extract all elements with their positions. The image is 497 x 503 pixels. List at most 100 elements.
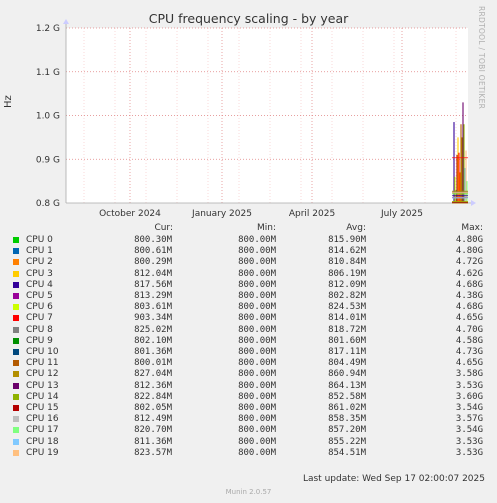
legend-min-value: 800.00M <box>238 403 276 413</box>
legend-series-name: CPU 4 <box>26 279 53 290</box>
legend-row: CPU 11 800.01M 800.00M 804.49M 4.65G <box>0 358 497 369</box>
legend-header-row: Cur: Min: Avg: Max: <box>0 223 497 234</box>
legend-row: CPU 10 801.36M 800.00M 817.11M 4.73G <box>0 347 497 358</box>
legend-cur-value: 802.10M <box>134 335 172 346</box>
x-axis-arrow <box>471 200 476 206</box>
legend-avg-value: 861.02M <box>328 403 366 413</box>
legend-avg-value: 854.51M <box>328 447 366 458</box>
legend-row: CPU 9 802.10M 800.00M 801.60M 4.58G <box>0 336 497 347</box>
chart-area: October 2024 January 2025 April 2025 July 2… <box>36 19 476 219</box>
legend-cur-value: 827.04M <box>134 369 172 380</box>
legend-min-value: 800.00M <box>238 235 276 245</box>
legend-header-cur: Cur: <box>154 223 173 233</box>
legend-series-name: CPU 17 <box>26 425 59 436</box>
legend-max-value: 4.80G <box>455 246 483 257</box>
legend-max-value: 4.73G <box>455 347 483 357</box>
legend-row: CPU 15 802.05M 800.00M 861.02M 3.54G <box>0 403 497 414</box>
legend-series-name: CPU 8 <box>26 324 53 335</box>
legend-row: CPU 16 812.49M 800.00M 858.35M 3.57G <box>0 414 497 425</box>
legend-row: CPU 0 800.30M 800.00M 815.90M 4.80G <box>0 235 497 246</box>
x-tick-label: July 2025 <box>380 209 423 219</box>
legend-series-name: CPU 5 <box>26 291 53 301</box>
legend-max-value: 3.57G <box>455 414 483 425</box>
legend-swatch <box>13 349 19 355</box>
legend-min-value: 800.00M <box>238 302 276 313</box>
legend-min-value: 800.00M <box>238 347 276 357</box>
legend-series-name: CPU 2 <box>26 257 53 268</box>
legend-avg-value: 818.72M <box>328 324 366 335</box>
legend-swatch <box>13 449 19 456</box>
legend-cur-value: 820.70M <box>134 425 172 436</box>
legend-series-name: CPU 16 <box>26 414 59 425</box>
legend-min-value: 800.00M <box>238 369 276 380</box>
legend-swatch <box>13 416 19 423</box>
legend-cur-value: 903.34M <box>134 313 172 324</box>
rrdtool-credit: RRDTOOL / TOBI OETIKER <box>477 6 486 110</box>
legend-min-value: 800.00M <box>238 324 276 335</box>
legend-min-value: 800.00M <box>238 447 276 458</box>
y-tick-label: 1.2 G <box>36 24 60 34</box>
legend-min-value: 800.00M <box>238 436 276 447</box>
legend-avg-value: 804.49M <box>328 358 366 369</box>
legend-header-max: Max: <box>461 223 483 233</box>
legend-series-name: CPU 18 <box>26 436 59 447</box>
legend-cur-value: 812.04M <box>134 268 172 279</box>
legend-max-value: 4.65G <box>455 358 483 369</box>
legend-series-name: CPU 10 <box>26 347 59 357</box>
legend-min-value: 800.00M <box>238 358 276 369</box>
legend-avg-value: 814.01M <box>328 313 366 324</box>
legend-avg-value: 855.22M <box>328 436 366 447</box>
legend-min-value: 800.00M <box>238 291 276 301</box>
legend-avg-value: 852.58M <box>328 391 366 402</box>
legend-swatch <box>13 382 19 389</box>
legend-max-value: 4.70G <box>455 324 483 335</box>
legend-row: CPU 14 822.84M 800.00M 852.58M 3.60G <box>0 392 497 403</box>
legend-row: CPU 12 827.04M 800.00M 860.94M 3.58G <box>0 369 497 380</box>
legend-max-value: 4.58G <box>455 335 483 346</box>
legend-row: CPU 5 813.29M 800.00M 802.82M 4.38G <box>0 291 497 302</box>
legend-row: CPU 4 817.56M 800.00M 812.09M 4.68G <box>0 280 497 291</box>
legend-min-value: 800.00M <box>238 335 276 346</box>
y-tick-label: 1.1 G <box>36 68 60 78</box>
legend-swatch <box>13 438 19 445</box>
legend-max-value: 4.68G <box>455 302 483 313</box>
legend-swatch <box>13 237 19 243</box>
legend-row: CPU 6 803.61M 800.00M 824.53M 4.68G <box>0 302 497 313</box>
legend-min-value: 800.00M <box>238 257 276 268</box>
legend-avg-value: 815.90M <box>328 235 366 245</box>
legend-swatch <box>13 371 19 378</box>
legend-max-value: 4.80G <box>455 235 483 245</box>
legend-max-value: 3.60G <box>455 391 483 402</box>
y-tick-label: 0.8 G <box>36 199 60 209</box>
legend-avg-value: 801.60M <box>328 335 366 346</box>
legend-max-value: 4.38G <box>455 291 483 301</box>
legend-series-name: CPU 12 <box>26 369 59 380</box>
legend-swatch <box>13 393 19 400</box>
legend-series-name: CPU 14 <box>26 391 59 402</box>
x-tick-label: April 2025 <box>289 209 335 219</box>
x-tick-label: October 2024 <box>99 209 161 219</box>
legend-row: CPU 18 811.36M 800.00M 855.22M 3.53G <box>0 437 497 448</box>
legend-series-name: CPU 13 <box>26 380 59 391</box>
legend-cur-value: 801.36M <box>134 347 172 357</box>
legend-series-name: CPU 19 <box>26 447 59 458</box>
legend-series-name: CPU 7 <box>26 313 53 324</box>
legend-swatch <box>13 427 19 434</box>
legend-avg-value: 857.20M <box>328 425 366 436</box>
legend-avg-value: 810.84M <box>328 257 366 268</box>
legend-cur-value: 822.84M <box>134 391 172 402</box>
legend-cur-value: 802.05M <box>134 403 172 413</box>
legend-header-min: Min: <box>256 223 276 233</box>
legend-max-value: 4.62G <box>455 268 483 279</box>
last-update: Last update: Wed Sep 17 02:00:07 2025 <box>302 474 485 484</box>
legend-max-value: 3.53G <box>455 380 483 391</box>
legend-swatch <box>13 304 19 311</box>
legend-series-name: CPU 15 <box>26 403 59 413</box>
legend-series-name: CPU 11 <box>26 358 59 369</box>
legend-avg-value: 860.94M <box>328 369 366 380</box>
legend-max-value: 4.68G <box>455 279 483 290</box>
legend-cur-value: 800.30M <box>134 235 172 245</box>
legend-avg-value: 802.82M <box>328 291 366 301</box>
legend-swatch <box>13 270 19 277</box>
legend-max-value: 4.72G <box>455 257 483 268</box>
